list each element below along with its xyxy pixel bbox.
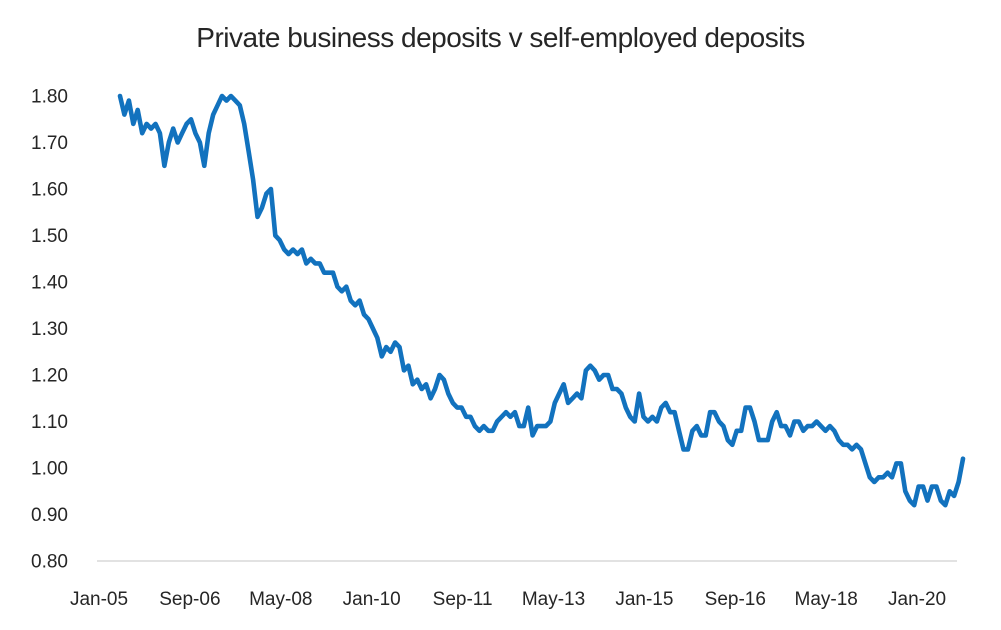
y-axis-tick-label: 1.00: [31, 459, 68, 480]
deposits-ratio-series-line: [117, 93, 966, 508]
y-axis-tick-label: 1.40: [31, 273, 68, 294]
x-axis-tick-label: Sep-11: [433, 589, 493, 610]
x-axis-tick-label: Jan-15: [615, 589, 673, 610]
x-axis-tick-label: May-13: [522, 589, 585, 610]
x-axis-tick-label: Jan-10: [343, 589, 401, 610]
x-axis-tick-label: May-08: [249, 589, 312, 610]
y-axis-tick-label: 1.20: [31, 366, 68, 387]
y-axis-tick-label: 0.90: [31, 505, 68, 526]
y-axis-tick-label: 1.70: [31, 133, 68, 154]
y-axis-tick-label: 1.10: [31, 412, 68, 433]
chart-title: Private business deposits v self-employe…: [196, 22, 805, 53]
y-axis-tick-label: 0.80: [31, 552, 68, 573]
y-axis-tick-label: 1.80: [31, 87, 68, 108]
x-axis-tick-label: Sep-06: [159, 589, 220, 610]
y-axis-tick-label: 1.50: [31, 226, 68, 247]
x-axis-tick-label: May-18: [795, 589, 858, 610]
x-axis-tick-label: Jan-05: [70, 589, 128, 610]
x-axis-tick-label: Jan-20: [888, 589, 946, 610]
y-axis-tick-label: 1.30: [31, 319, 68, 340]
x-axis-tick-label: Sep-16: [705, 589, 766, 610]
y-axis-tick-label: 1.60: [31, 180, 68, 201]
